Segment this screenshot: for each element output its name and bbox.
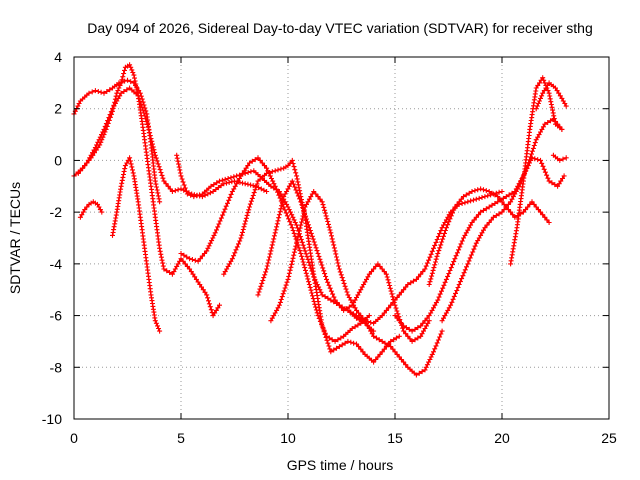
series-sat-p bbox=[533, 80, 569, 112]
series-sat-g bbox=[178, 155, 372, 344]
series-markers bbox=[550, 152, 569, 163]
series-sat-a bbox=[71, 77, 163, 205]
series-markers bbox=[174, 152, 377, 334]
series-line bbox=[394, 157, 565, 332]
series-sat-f bbox=[174, 152, 377, 334]
series-sat-e bbox=[75, 85, 270, 200]
y-tick-label: 0 bbox=[54, 152, 62, 168]
series-sat-n bbox=[439, 116, 565, 324]
series-line bbox=[73, 64, 221, 317]
series-markers bbox=[533, 80, 569, 112]
grid-layer bbox=[74, 57, 609, 419]
series-sat-o bbox=[508, 75, 565, 267]
series-sat-j bbox=[268, 189, 445, 378]
series-markers bbox=[75, 85, 270, 200]
series-markers bbox=[221, 157, 402, 365]
series-markers bbox=[345, 189, 505, 326]
y-tick-label: -8 bbox=[50, 359, 63, 375]
series-markers bbox=[439, 116, 565, 324]
series-markers bbox=[508, 75, 565, 267]
x-tick-label: 10 bbox=[280, 430, 296, 446]
chart-title: Day 094 of 2026, Sidereal Day-to-day VTE… bbox=[87, 20, 593, 36]
x-tick-label: 0 bbox=[70, 430, 78, 446]
series-markers bbox=[392, 155, 567, 334]
series-markers bbox=[110, 155, 163, 334]
x-tick-label: 5 bbox=[177, 430, 185, 446]
series-line bbox=[347, 190, 503, 324]
series-markers bbox=[255, 178, 432, 344]
y-tick-label: -10 bbox=[42, 411, 62, 427]
series-sat-b bbox=[77, 199, 105, 220]
x-tick-label: 20 bbox=[494, 430, 510, 446]
data-layer bbox=[71, 62, 569, 378]
series-sat-h bbox=[221, 157, 402, 365]
y-tick-label: -4 bbox=[50, 256, 63, 272]
series-line bbox=[270, 190, 443, 376]
plot-frame bbox=[73, 56, 610, 420]
series-line bbox=[176, 154, 375, 332]
y-tick-label: 2 bbox=[54, 101, 62, 117]
series-sat-d bbox=[110, 155, 163, 334]
tick-layer: 0 5 10 15 20 25 -10 -8 -6 -4 -2 0 2 4 bbox=[42, 49, 617, 446]
y-tick-label: -2 bbox=[50, 204, 63, 220]
series-markers bbox=[268, 189, 445, 378]
x-axis-label: GPS time / hours bbox=[287, 457, 394, 473]
x-tick-label: 25 bbox=[601, 430, 617, 446]
series-line bbox=[428, 188, 550, 286]
series-sat-m bbox=[426, 186, 552, 287]
series-markers bbox=[77, 199, 105, 220]
series-markers bbox=[426, 186, 552, 287]
y-tick-label: -6 bbox=[50, 308, 63, 324]
series-markers bbox=[71, 77, 163, 205]
series-sat-q bbox=[550, 152, 569, 163]
series-sat-k bbox=[345, 189, 505, 326]
series-markers bbox=[178, 155, 372, 344]
y-axis-label: SDTVAR / TECUs bbox=[7, 182, 23, 294]
x-tick-label: 15 bbox=[387, 430, 403, 446]
series-sat-l bbox=[392, 155, 567, 334]
y-tick-label: 4 bbox=[54, 49, 62, 65]
series-sat-i bbox=[255, 178, 432, 344]
